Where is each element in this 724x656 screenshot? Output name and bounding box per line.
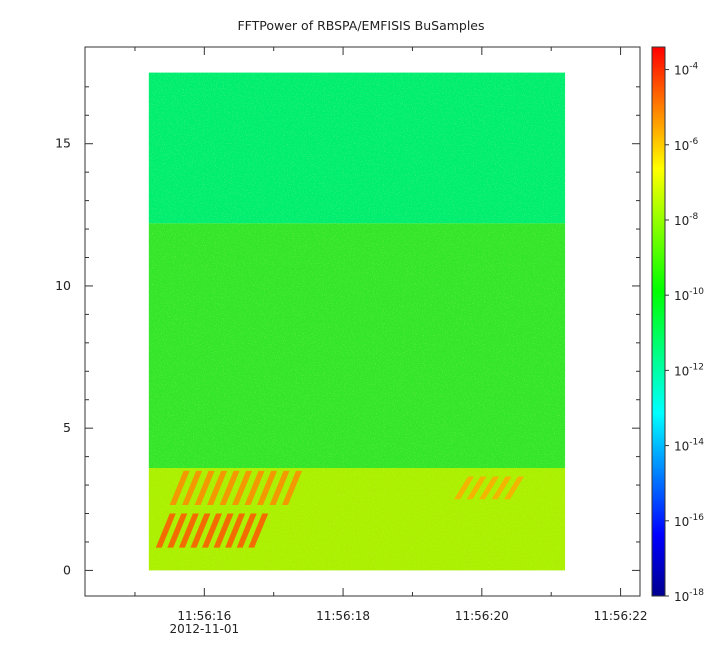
power-feature-2 [454, 476, 525, 500]
power-feature-streak [504, 476, 525, 500]
colorbar-axis: 10-4 10-6 10-8 10-10 10-12 10-14 10-16 10-18 [665, 62, 704, 604]
power-feature-streak [169, 470, 190, 505]
power-feature-streak [167, 513, 188, 548]
x-tick-label: 11:56:18 [316, 609, 370, 623]
colorbar-tick-label: 10-6 [674, 137, 699, 153]
x-tick-label: 11:56:16 [177, 609, 231, 623]
colorbar-tick-label: 10-4 [674, 62, 699, 78]
colorbar-tick-label: 10-14 [674, 438, 704, 454]
y-tick-label: 15 [55, 136, 71, 151]
power-feature-streak [178, 513, 199, 548]
power-feature-streak [219, 470, 240, 505]
colorbar-tick-label: 10-8 [674, 212, 699, 228]
spectrum-band-texture-1 [148, 223, 566, 468]
power-feature-0 [169, 470, 303, 505]
y-tick-label: 10 [55, 278, 71, 293]
power-feature-streak [225, 513, 246, 548]
x-tick-label: 11:56:20 [455, 609, 509, 623]
colorbar-tick-label: 10-10 [674, 287, 704, 303]
chart-title: FFTPower of RBSPA/EMFISIS BuSamples [237, 18, 484, 33]
power-feature-streak [194, 470, 215, 505]
power-feature-streak [232, 470, 253, 505]
power-feature-streak [454, 476, 475, 500]
spectrogram-image [148, 72, 566, 571]
x-tick-label: 11:56:22 [594, 609, 648, 623]
x-tick-date-label: 2012-11-01 [169, 622, 239, 636]
y-tick-label: 0 [63, 562, 71, 577]
power-feature-streak [202, 513, 223, 548]
y-tick-label: 5 [63, 420, 71, 435]
y-axis: 0 5 10 15 [55, 86, 640, 577]
spectrum-band-texture-0 [148, 72, 566, 224]
power-feature-streak [155, 513, 176, 548]
colorbar-tick-label: 10-18 [674, 588, 704, 604]
power-feature-streak [248, 513, 269, 548]
power-feature-streak [466, 476, 487, 500]
power-feature-streak [491, 476, 512, 500]
colorbar-tick-label: 10-16 [674, 513, 704, 529]
colorbar-tick-label: 10-12 [674, 362, 704, 378]
power-feature-streak [257, 470, 278, 505]
colorbar [651, 46, 666, 597]
power-feature-streak [244, 470, 265, 505]
power-feature-streak [479, 476, 500, 500]
power-feature-streak [282, 470, 303, 505]
power-feature-1 [155, 513, 269, 548]
power-feature-streak [207, 470, 228, 505]
power-feature-streak [213, 513, 234, 548]
power-feature-streak [190, 513, 211, 548]
power-feature-streak [269, 470, 290, 505]
power-feature-streak [182, 470, 203, 505]
power-feature-streak [236, 513, 257, 548]
